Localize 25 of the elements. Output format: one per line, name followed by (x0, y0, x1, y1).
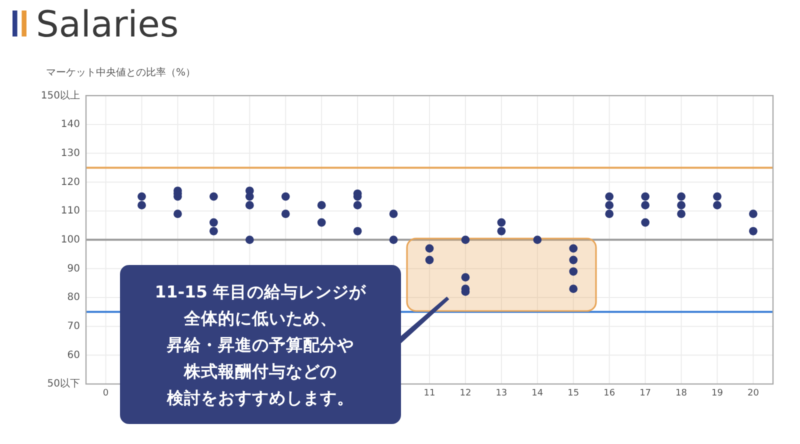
y-tick-label: 140 (60, 119, 80, 130)
y-tick-label: 100 (60, 234, 80, 246)
x-tick-label: 18 (676, 388, 688, 398)
chart-title: Salaries (36, 4, 179, 46)
y-tick-label: 150以上 (40, 89, 80, 102)
x-tick-label: 12 (460, 388, 472, 398)
x-tick-label: 15 (568, 388, 580, 398)
y-tick-label: 60 (67, 350, 80, 361)
x-tick-label: 14 (532, 388, 544, 398)
y-tick-label: 110 (60, 206, 80, 217)
x-tick-label: 13 (496, 388, 508, 398)
x-tick-label: 19 (712, 388, 724, 398)
annotation: 11-15 年目の給与レンジが全体的に低いため、昇給・昇進の予算配分や株式報酬付与などの検討をおすすめします。 (154, 282, 368, 408)
y-tick-label: 120 (60, 176, 80, 188)
x-tick-label: 0 (102, 388, 109, 398)
x-tick-label: 20 (747, 388, 760, 398)
y-axis-title: マーケット中央値との比率（%） (46, 66, 196, 79)
x-tick-label: 16 (604, 388, 616, 398)
x-tick-label: 11 (424, 388, 436, 398)
y-tick-label: 130 (60, 148, 80, 160)
y-tick-label: 50以下 (47, 378, 80, 390)
y-tick-label: 90 (67, 263, 80, 274)
x-tick-label: 17 (640, 388, 652, 398)
y-tick-label: 70 (67, 321, 80, 332)
y-tick-label: 80 (67, 292, 80, 304)
